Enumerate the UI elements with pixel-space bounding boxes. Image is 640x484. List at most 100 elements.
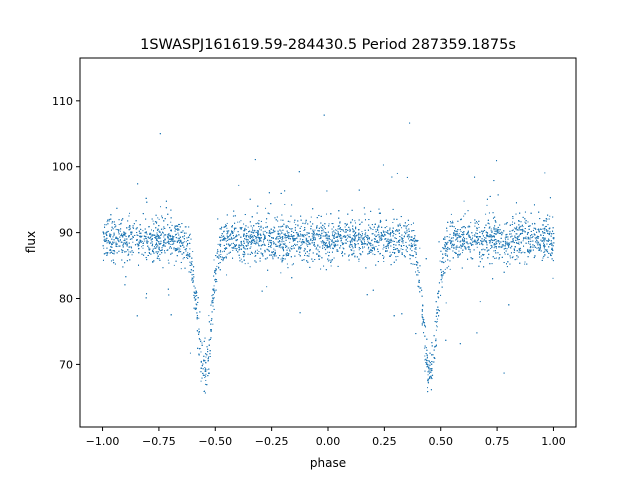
data-point bbox=[448, 236, 450, 238]
data-point bbox=[284, 237, 286, 239]
data-point bbox=[475, 240, 477, 242]
data-point bbox=[421, 322, 423, 324]
data-point bbox=[125, 251, 127, 253]
data-point bbox=[537, 229, 539, 230]
data-point bbox=[131, 247, 133, 249]
data-point bbox=[264, 236, 266, 238]
data-point bbox=[231, 243, 233, 245]
data-point bbox=[151, 238, 153, 240]
data-point bbox=[155, 239, 157, 241]
data-point bbox=[508, 245, 510, 247]
data-point bbox=[299, 240, 301, 242]
data-point bbox=[400, 237, 402, 239]
data-point bbox=[372, 233, 374, 235]
data-point bbox=[522, 238, 524, 240]
data-point bbox=[516, 233, 518, 235]
data-point bbox=[463, 238, 465, 240]
chart-title: 1SWASPJ161619.59-284430.5 Period 287359.… bbox=[140, 37, 516, 53]
data-point bbox=[220, 258, 222, 260]
data-point bbox=[360, 236, 362, 238]
data-point bbox=[183, 235, 185, 237]
data-point bbox=[512, 221, 514, 223]
data-point bbox=[383, 232, 385, 234]
data-point bbox=[540, 228, 542, 230]
data-point bbox=[217, 243, 219, 245]
data-point bbox=[317, 244, 319, 246]
data-point bbox=[272, 254, 274, 256]
data-point bbox=[458, 250, 460, 252]
data-point bbox=[537, 241, 539, 243]
data-point bbox=[384, 231, 386, 233]
data-point bbox=[364, 235, 366, 237]
data-point bbox=[522, 240, 524, 242]
data-point bbox=[314, 239, 316, 241]
data-point bbox=[223, 231, 225, 233]
data-point bbox=[377, 225, 379, 227]
data-point bbox=[486, 204, 488, 206]
data-point bbox=[375, 236, 377, 238]
data-point bbox=[378, 226, 380, 228]
data-point bbox=[358, 260, 360, 262]
data-point bbox=[449, 239, 451, 241]
data-point bbox=[179, 245, 181, 247]
data-point bbox=[458, 233, 460, 235]
data-point bbox=[330, 244, 332, 246]
data-point bbox=[342, 247, 344, 249]
data-point bbox=[378, 241, 380, 243]
data-point bbox=[328, 235, 330, 237]
data-point bbox=[393, 253, 395, 255]
data-point bbox=[105, 240, 107, 242]
data-point bbox=[335, 229, 337, 231]
data-point bbox=[307, 246, 309, 248]
data-point bbox=[527, 248, 529, 250]
data-point bbox=[286, 263, 288, 265]
data-point bbox=[444, 268, 446, 270]
data-point bbox=[266, 286, 268, 288]
data-point bbox=[205, 376, 207, 378]
data-point bbox=[395, 233, 397, 235]
data-point bbox=[183, 241, 185, 243]
data-point bbox=[239, 257, 241, 259]
data-point bbox=[216, 265, 218, 267]
data-point bbox=[291, 264, 293, 266]
data-point bbox=[418, 281, 419, 283]
data-point bbox=[446, 255, 448, 257]
data-point bbox=[329, 247, 331, 249]
data-point bbox=[156, 222, 158, 224]
data-point bbox=[304, 241, 306, 243]
data-point bbox=[199, 348, 201, 350]
data-point bbox=[535, 238, 537, 240]
data-point bbox=[163, 234, 165, 236]
data-point bbox=[456, 234, 458, 236]
data-point bbox=[426, 355, 428, 357]
data-point bbox=[544, 226, 546, 228]
data-point bbox=[525, 238, 527, 240]
data-point bbox=[528, 237, 530, 239]
data-point bbox=[225, 238, 227, 240]
data-point bbox=[132, 227, 134, 229]
data-point bbox=[415, 257, 417, 259]
data-point bbox=[326, 239, 328, 241]
data-point bbox=[406, 225, 408, 227]
data-point bbox=[193, 274, 195, 276]
data-point bbox=[373, 247, 375, 249]
data-point bbox=[467, 246, 469, 248]
data-point bbox=[213, 285, 215, 287]
data-point bbox=[252, 238, 254, 240]
data-point bbox=[293, 221, 295, 223]
data-point bbox=[331, 231, 333, 233]
data-point bbox=[357, 239, 359, 241]
data-point bbox=[220, 235, 222, 237]
data-point bbox=[155, 251, 157, 253]
data-point bbox=[518, 241, 520, 243]
data-point bbox=[344, 226, 346, 228]
data-point bbox=[359, 223, 361, 225]
data-point bbox=[383, 260, 385, 262]
data-point bbox=[375, 229, 377, 231]
data-point bbox=[153, 245, 155, 247]
data-point bbox=[501, 231, 503, 233]
data-point bbox=[198, 317, 200, 319]
data-point bbox=[192, 251, 194, 253]
data-point bbox=[522, 251, 524, 253]
